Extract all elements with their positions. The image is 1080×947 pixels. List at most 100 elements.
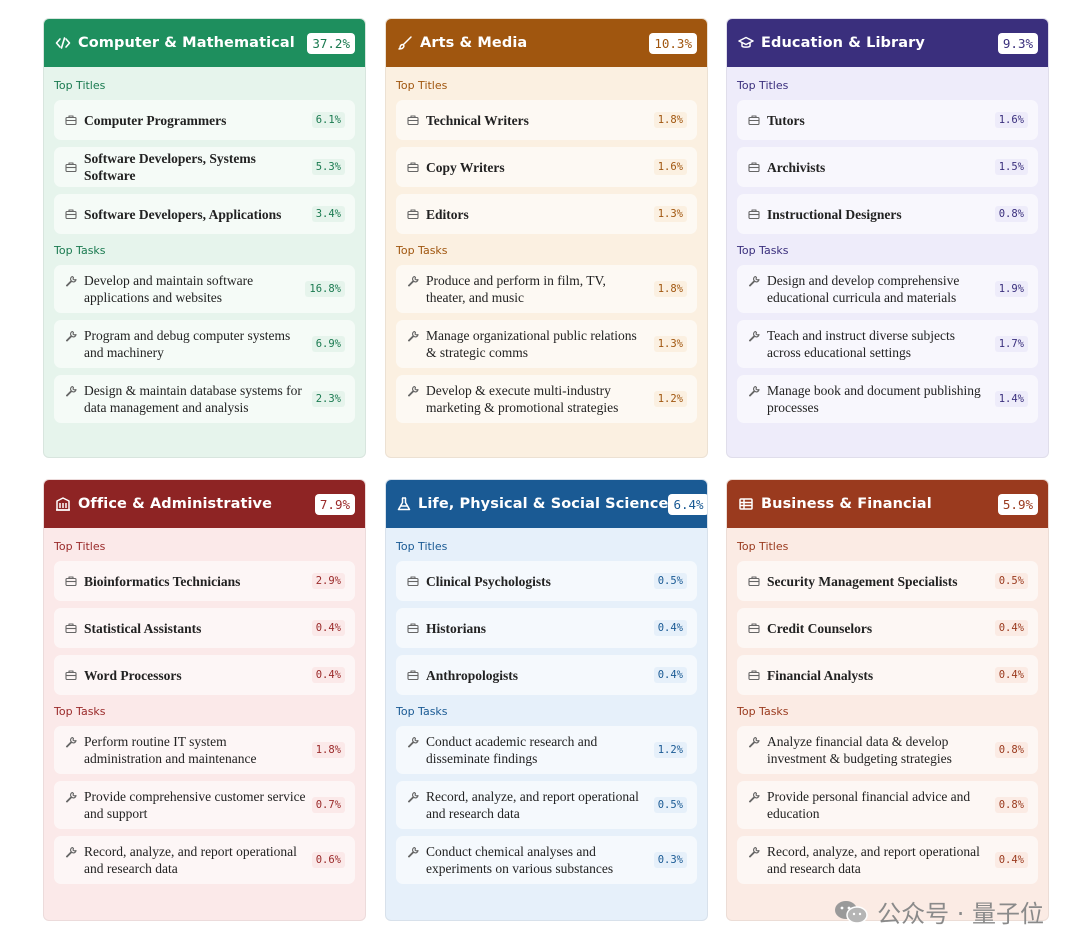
briefcase-icon (64, 622, 77, 635)
occupation-card-life-physical-social-science: Life, Physical & Social Science 6.4% Top T… (385, 479, 708, 921)
task-share: 0.8% (994, 742, 1028, 758)
title-item: Statistical Assistants 0.4% (54, 608, 355, 648)
briefcase-icon (64, 161, 77, 174)
briefcase-icon (406, 114, 419, 127)
card-share-badge: 7.9% (314, 493, 355, 515)
task-share: 1.2% (653, 391, 687, 407)
title-share: 0.4% (653, 667, 687, 683)
occupation-card-arts-media: Arts & Media 10.3% Top Titles Technical Wri… (385, 18, 708, 458)
task-item: Manage organizational public relations &… (396, 320, 697, 368)
title-item: Archivists 1.5% (737, 147, 1038, 187)
title-item: Credit Counselors 0.4% (737, 608, 1038, 648)
title-share: 0.5% (653, 573, 687, 589)
task-item: Record, analyze, and report operational … (396, 781, 697, 829)
task-share: 1.8% (653, 281, 687, 297)
task-share: 1.7% (994, 336, 1028, 352)
task-item: Develop & execute multi-industry marketi… (396, 375, 697, 423)
task-name: Program and debug computer systems and m… (84, 328, 291, 360)
task-share: 1.8% (311, 742, 345, 758)
task-name: Perform routine IT system administration… (84, 734, 257, 766)
ledger-icon (737, 495, 755, 513)
briefcase-icon (64, 575, 77, 588)
watermark: 公众号 · 量子位 (833, 894, 1044, 929)
top-tasks-label: Top Tasks (737, 244, 789, 257)
title-item: Software Developers, Systems Software 5.3… (54, 147, 355, 187)
title-item: Software Developers, Applications 3.4% (54, 194, 355, 234)
title-name: Clinical Psychologists (426, 573, 551, 589)
top-tasks-label: Top Tasks (737, 705, 789, 718)
task-share: 0.5% (653, 797, 687, 813)
task-item: Provide personal financial advice and ed… (737, 781, 1038, 829)
top-titles-label: Top Titles (737, 540, 789, 553)
briefcase-icon (406, 208, 419, 221)
occupation-card-education-library: Education & Library 9.3% Top Titles Tutors 1… (726, 18, 1049, 458)
task-name: Design & maintain database systems for d… (84, 383, 302, 415)
title-share: 0.4% (994, 620, 1028, 636)
title-item: Word Processors 0.4% (54, 655, 355, 695)
briefcase-icon (747, 575, 760, 588)
title-name: Software Developers, Systems Software (84, 151, 256, 183)
wechat-icon (835, 900, 868, 924)
briefcase-icon (406, 161, 419, 174)
title-item: Historians 0.4% (396, 608, 697, 648)
title-name: Statistical Assistants (84, 620, 202, 636)
task-name: Record, analyze, and report operational … (426, 789, 639, 821)
task-share: 1.3% (653, 336, 687, 352)
graduation-cap-icon (737, 34, 755, 52)
title-share: 0.4% (311, 667, 345, 683)
task-name: Manage organizational public relations &… (426, 328, 637, 360)
top-titles-label: Top Titles (396, 540, 448, 553)
title-share: 1.5% (994, 159, 1028, 175)
title-item: Technical Writers 1.8% (396, 100, 697, 140)
task-name: Provide personal financial advice and ed… (767, 789, 971, 821)
top-tasks-label: Top Tasks (396, 705, 448, 718)
title-item: Tutors 1.6% (737, 100, 1038, 140)
wrench-icon (747, 274, 760, 287)
title-name: Computer Programmers (84, 112, 227, 128)
title-name: Security Management Specialists (767, 573, 958, 589)
title-share: 1.8% (653, 112, 687, 128)
task-share: 0.3% (653, 852, 687, 868)
title-item: Security Management Specialists 0.5% (737, 561, 1038, 601)
wrench-icon (64, 790, 77, 803)
task-name: Design and develop comprehensive educati… (767, 273, 960, 305)
card-body: Top Titles Technical Writers 1.8% Copy Writ… (386, 67, 707, 440)
briefcase-icon (64, 114, 77, 127)
card-body: Top Titles Computer Programmers 6.1% Softwa… (44, 67, 365, 440)
wrench-icon (747, 845, 760, 858)
card-title: Computer & Mathematical (78, 35, 295, 51)
card-body: Top Titles Clinical Psychologists 0.5% Hist… (386, 528, 707, 901)
card-header: Computer & Mathematical 37.2% (44, 19, 365, 67)
task-share: 2.3% (311, 391, 345, 407)
wrench-icon (64, 384, 77, 397)
title-name: Historians (426, 620, 487, 636)
title-share: 5.3% (311, 159, 345, 175)
top-tasks-label: Top Tasks (54, 705, 106, 718)
briefcase-icon (747, 208, 760, 221)
top-titles-label: Top Titles (54, 540, 106, 553)
top-tasks-label: Top Tasks (396, 244, 448, 257)
title-share: 1.6% (994, 112, 1028, 128)
top-titles-label: Top Titles (396, 79, 448, 92)
title-name: Editors (426, 206, 469, 222)
wrench-icon (406, 735, 419, 748)
flask-icon (396, 495, 412, 513)
wrench-icon (406, 790, 419, 803)
title-name: Technical Writers (426, 112, 529, 128)
wrench-icon (747, 384, 760, 397)
briefcase-icon (747, 622, 760, 635)
task-share: 1.9% (994, 281, 1028, 297)
wrench-icon (64, 274, 77, 287)
task-name: Record, analyze, and report operational … (84, 844, 297, 876)
wrench-icon (64, 329, 77, 342)
title-name: Credit Counselors (767, 620, 873, 636)
code-icon (54, 34, 72, 52)
task-share: 0.6% (311, 852, 345, 868)
briefcase-icon (406, 575, 419, 588)
task-share: 0.7% (311, 797, 345, 813)
title-share: 1.3% (653, 206, 687, 222)
brush-icon (396, 34, 414, 52)
card-header: Education & Library 9.3% (727, 19, 1048, 67)
wrench-icon (406, 274, 419, 287)
task-item: Record, analyze, and report operational … (54, 836, 355, 884)
